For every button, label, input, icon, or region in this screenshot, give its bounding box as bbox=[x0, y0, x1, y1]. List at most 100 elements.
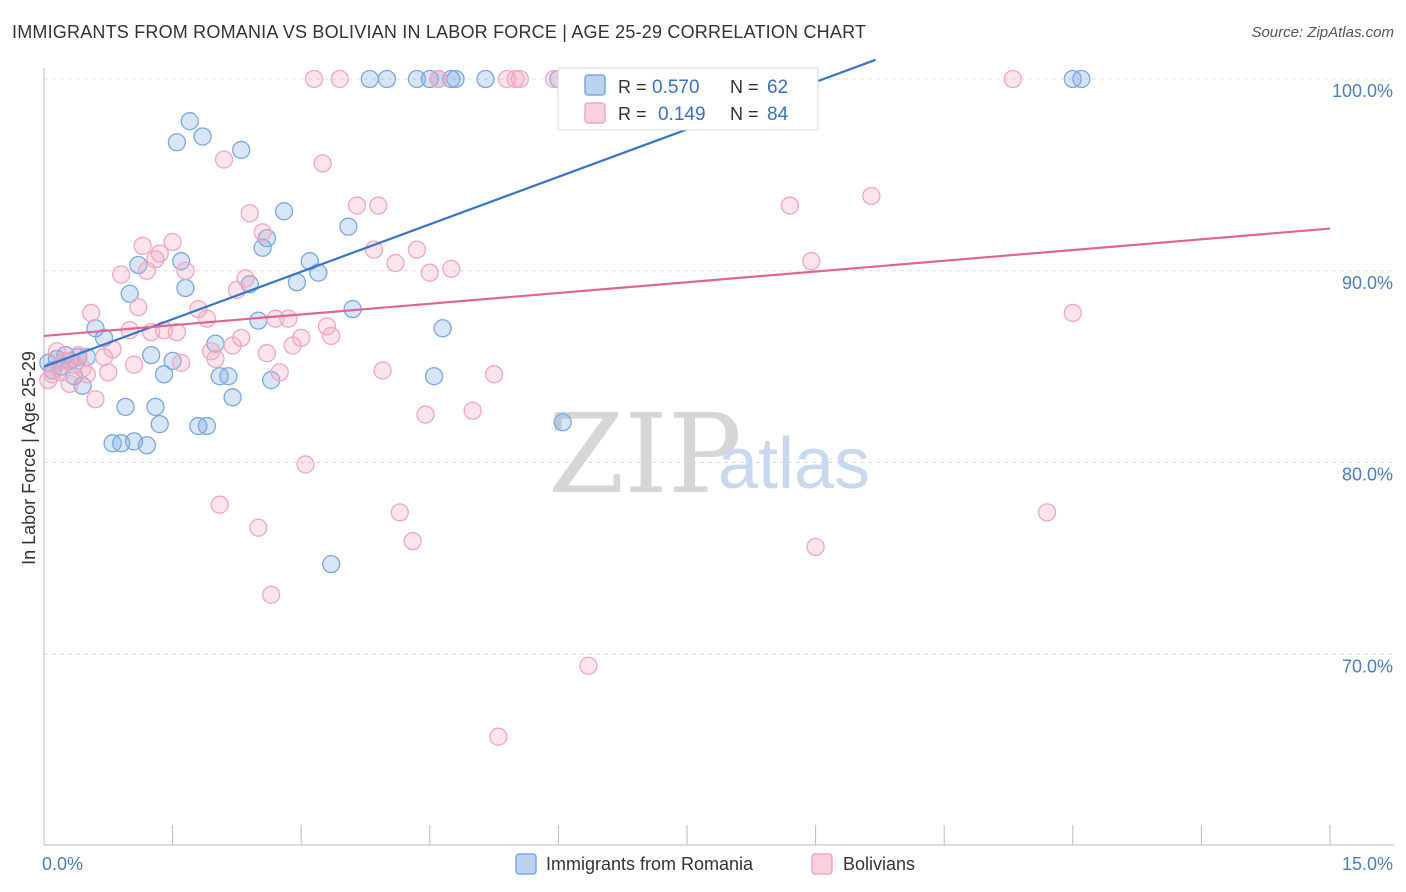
correlation-legend: R = 0.570 N = 62 R = 0.149 N = 84 bbox=[557, 67, 819, 131]
romania-point-19 bbox=[142, 345, 161, 365]
bolivians-point-5 bbox=[60, 374, 79, 394]
legend-n-value-bolivians: 84 bbox=[767, 104, 789, 125]
bolivians-point-11 bbox=[86, 390, 105, 409]
legend-r-label-bolivians: R = bbox=[618, 104, 647, 124]
bolivians-point-46 bbox=[279, 309, 298, 328]
bolivians-point-51 bbox=[313, 154, 332, 173]
bolivians-point-53 bbox=[322, 326, 341, 346]
bolivians-point-63 bbox=[416, 405, 435, 424]
bolivians-point-30 bbox=[197, 309, 217, 328]
romania-point-48 bbox=[360, 69, 379, 89]
bolivians-point-10 bbox=[82, 303, 101, 323]
series-swatch-romania bbox=[515, 853, 537, 875]
bolivians-point-44 bbox=[266, 309, 285, 328]
bolivians-point-72 bbox=[510, 69, 529, 89]
romania-point-52 bbox=[424, 367, 444, 386]
bolivians-point-62 bbox=[407, 240, 427, 259]
series-label-romania: Immigrants from Romania bbox=[546, 854, 754, 874]
series-label-bolivians: Bolivians bbox=[843, 854, 915, 874]
bolivians-point-82 bbox=[1037, 503, 1057, 522]
romania-point-34 bbox=[223, 388, 242, 407]
bolivians-point-52 bbox=[317, 317, 337, 336]
bolivians-point-57 bbox=[369, 196, 388, 215]
bolivians-point-39 bbox=[240, 204, 259, 223]
bolivians-point-77 bbox=[780, 196, 800, 215]
bolivians-point-71 bbox=[506, 69, 525, 89]
bolivians-point-49 bbox=[296, 455, 315, 474]
x-tick-label-min: 0.0% bbox=[42, 854, 83, 874]
series-swatch-bolivians bbox=[811, 853, 833, 875]
romania-point-41 bbox=[274, 202, 294, 221]
bolivians-point-19 bbox=[133, 236, 152, 255]
bolivians-point-28 bbox=[176, 261, 195, 280]
x-tick-label-max: 15.0% bbox=[1342, 854, 1393, 874]
romania-point-49 bbox=[377, 69, 397, 89]
bolivians-point-60 bbox=[390, 503, 409, 522]
bolivians-point-81 bbox=[1003, 69, 1022, 89]
romania-point-61 bbox=[1072, 69, 1091, 89]
y-tick-label-0: 100.0% bbox=[1332, 81, 1393, 101]
romania-point-37 bbox=[249, 311, 268, 330]
bolivians-point-34 bbox=[214, 150, 234, 169]
bolivians-point-25 bbox=[163, 232, 182, 252]
bolivians-point-41 bbox=[253, 223, 272, 242]
bolivians-point-45 bbox=[270, 363, 289, 382]
y-tick-label-1: 90.0% bbox=[1342, 273, 1393, 293]
romania-point-14 bbox=[116, 397, 135, 417]
legend-r-value-romania: 0.570 bbox=[652, 77, 700, 98]
bolivians-trend-line bbox=[43, 227, 1331, 338]
tick-labels: 100.0% 90.0% 80.0% 70.0% 0.0% 15.0% bbox=[42, 81, 1393, 874]
romania-point-54 bbox=[433, 319, 452, 338]
romania-point-44 bbox=[309, 263, 328, 282]
romania-point-15 bbox=[120, 284, 139, 303]
bolivians-point-74 bbox=[579, 656, 598, 675]
romania-point-57 bbox=[476, 69, 495, 89]
bolivians-point-40 bbox=[249, 518, 268, 537]
romania-point-38 bbox=[253, 238, 272, 257]
romania-point-33 bbox=[219, 367, 238, 386]
romania-point-50 bbox=[407, 69, 427, 89]
bolivians-point-80 bbox=[862, 186, 881, 206]
legend-r-label-romania: R = bbox=[618, 77, 647, 97]
bolivians-point-17 bbox=[124, 355, 144, 374]
bolivians-point-23 bbox=[150, 244, 169, 263]
bolivians-point-68 bbox=[484, 365, 504, 384]
watermark-zip: ZIP bbox=[548, 390, 742, 518]
bolivians-point-37 bbox=[232, 328, 251, 348]
romania-point-46 bbox=[339, 217, 358, 236]
romania-point-26 bbox=[176, 278, 195, 298]
bolivians-point-65 bbox=[429, 69, 448, 89]
romania-point-29 bbox=[193, 127, 212, 146]
y-tick-label-2: 80.0% bbox=[1342, 465, 1393, 485]
series-legend: Immigrants from Romania Bolivians bbox=[515, 853, 915, 875]
bolivians-point-43 bbox=[262, 585, 281, 604]
romania-point-21 bbox=[150, 414, 169, 434]
bolivians-point-33 bbox=[210, 495, 229, 514]
bolivians-point-15 bbox=[112, 265, 131, 284]
bolivians-point-27 bbox=[172, 353, 191, 372]
romania-point-20 bbox=[146, 397, 165, 417]
romania-point-30 bbox=[197, 416, 217, 436]
legend-n-value-romania: 62 bbox=[767, 77, 788, 98]
bolivians-point-54 bbox=[330, 69, 349, 89]
romania-point-56 bbox=[446, 69, 465, 89]
y-axis-title: In Labor Force | Age 25-29 bbox=[19, 351, 39, 565]
romania-point-59 bbox=[553, 413, 572, 432]
romania-point-18 bbox=[137, 436, 157, 455]
legend-n-label-romania: N = bbox=[730, 77, 759, 97]
legend-r-value-bolivians: 0.149 bbox=[658, 104, 706, 125]
y-tick-label-3: 70.0% bbox=[1342, 656, 1393, 676]
chart-source: Source: ZipAtlas.com bbox=[1251, 24, 1394, 41]
romania-point-45 bbox=[322, 554, 341, 574]
bolivians-point-42 bbox=[257, 344, 277, 363]
bolivians-point-55 bbox=[347, 196, 367, 215]
bolivians-point-38 bbox=[236, 269, 255, 288]
bolivians-point-67 bbox=[463, 401, 482, 420]
legend-swatch-bolivians bbox=[584, 102, 606, 124]
bolivians-point-61 bbox=[403, 531, 422, 551]
romania-point-55 bbox=[442, 69, 461, 89]
bolivians-point-69 bbox=[489, 727, 508, 746]
legend-swatch-romania bbox=[584, 74, 606, 96]
bolivians-point-79 bbox=[806, 537, 825, 557]
bolivians-point-64 bbox=[420, 263, 439, 282]
